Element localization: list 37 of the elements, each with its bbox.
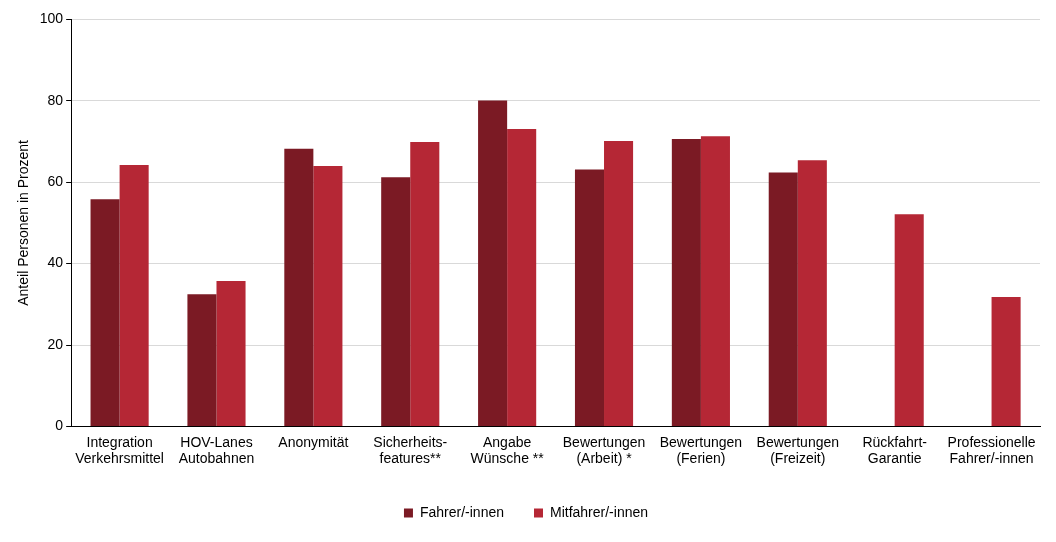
bar — [313, 165, 343, 426]
bar — [478, 100, 508, 426]
legend-label: Mitfahrer/-innen — [550, 503, 649, 520]
bar — [797, 160, 827, 426]
bar — [284, 148, 314, 426]
x-tick-label: Rückfahrt-Garantie — [862, 433, 928, 467]
bar — [187, 294, 217, 426]
bar — [119, 165, 149, 426]
x-tick-label: HOV-Lanes Autobahnen — [178, 433, 255, 467]
bar — [671, 139, 701, 426]
bar — [700, 136, 730, 426]
bar — [768, 172, 798, 426]
x-tick-label: Bewertungen (Arbeit) * — [562, 433, 646, 467]
bar — [574, 169, 605, 426]
bar — [507, 128, 537, 426]
y-tick-label: 60 — [47, 173, 64, 190]
y-tick-label: 0 — [55, 417, 64, 434]
x-tick-label: Anonymität — [278, 433, 349, 450]
x-tick-label: Angabe Wünsche ** — [470, 433, 545, 467]
bar — [381, 177, 411, 426]
bar — [216, 281, 246, 426]
y-axis-title: Anteil Personen in Prozent — [15, 139, 32, 306]
bar — [894, 214, 924, 426]
bar — [410, 141, 440, 426]
y-tick-label: 40 — [47, 254, 64, 271]
y-tick-label: 20 — [47, 335, 64, 352]
x-tick-label: Bewertungen (Freizeit) — [756, 433, 840, 467]
bar — [991, 296, 1021, 426]
y-tick-label: 100 — [39, 10, 64, 27]
legend-label: Fahrer/-innen — [419, 503, 505, 520]
x-tick-label: Sicherheits-features** — [373, 433, 448, 467]
x-tick-label: Bewertungen (Ferien) — [659, 433, 743, 467]
bar — [604, 141, 634, 426]
x-tick-label: Integration Verkehrsmittel — [75, 433, 164, 467]
bar — [90, 199, 120, 426]
x-tick-label: Professionelle Fahrer/-innen — [947, 433, 1036, 467]
y-tick-label: 80 — [47, 91, 64, 108]
